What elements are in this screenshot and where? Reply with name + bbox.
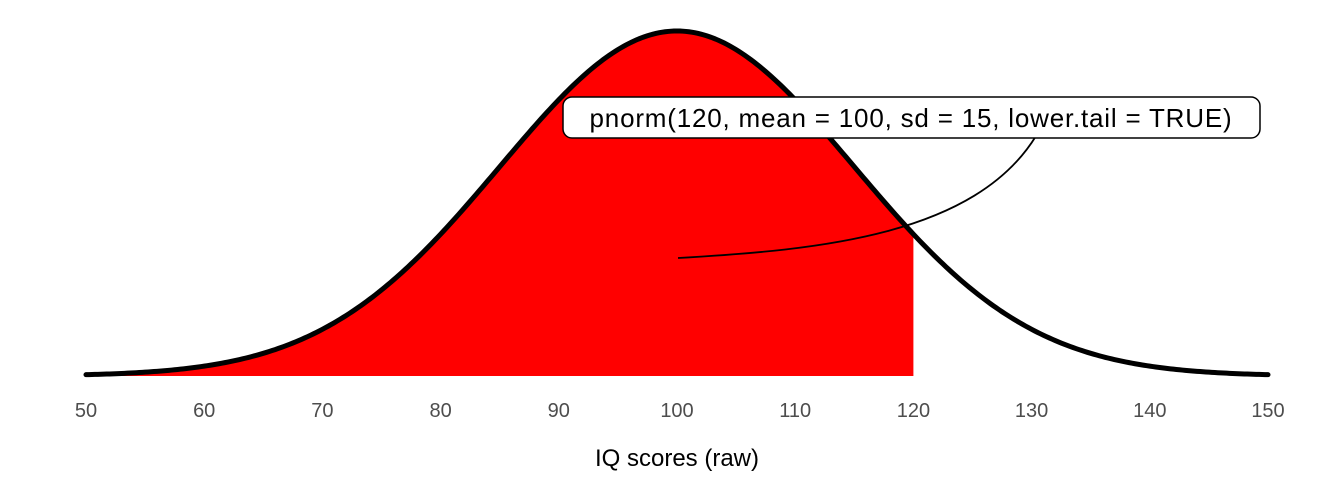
bell-curve-line [83, 28, 1271, 378]
x-tick-label: 140 [1133, 400, 1166, 422]
x-tick-label: 130 [1015, 400, 1048, 422]
x-tick-label: 150 [1251, 400, 1284, 422]
annotation-leader-line [677, 135, 1037, 259]
shaded-lower-tail-area [86, 31, 914, 376]
x-tick-label: 120 [897, 400, 930, 422]
x-tick-label: 70 [311, 400, 333, 422]
annotation-box [562, 96, 1261, 139]
annotation-label: pnorm(120, mean = 100, sd = 15, lower.ta… [590, 103, 1233, 133]
x-tick-label: 90 [548, 400, 570, 422]
x-tick-label: 80 [429, 400, 451, 422]
x-tick-label: 100 [660, 400, 693, 422]
x-axis-tick-labels: 50 60 70 80 90 100 110 120 130 140 150 [75, 400, 1285, 422]
x-tick-label: 50 [75, 400, 97, 422]
x-tick-label: 60 [193, 400, 215, 422]
x-axis-title: IQ scores (raw) [595, 445, 759, 472]
x-tick-label: 110 [779, 400, 811, 422]
